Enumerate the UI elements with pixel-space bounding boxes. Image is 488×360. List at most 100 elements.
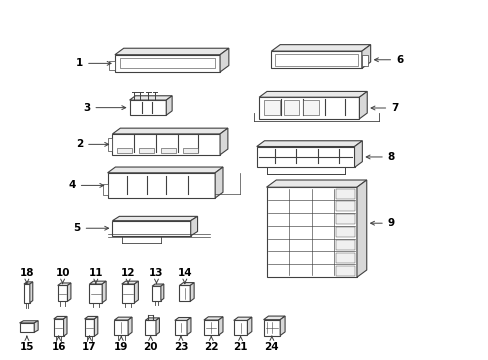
Text: 6: 6 bbox=[374, 55, 403, 65]
Polygon shape bbox=[361, 45, 370, 68]
Text: 19: 19 bbox=[114, 336, 128, 352]
Polygon shape bbox=[175, 320, 186, 335]
Bar bbox=[139, 148, 154, 153]
Polygon shape bbox=[179, 285, 190, 301]
Bar bbox=[117, 148, 132, 153]
Text: 2: 2 bbox=[76, 139, 108, 149]
Polygon shape bbox=[54, 316, 67, 319]
Polygon shape bbox=[102, 184, 107, 195]
Text: 10: 10 bbox=[55, 268, 70, 284]
Bar bbox=[336, 253, 354, 263]
Text: 1: 1 bbox=[76, 58, 111, 68]
Polygon shape bbox=[166, 96, 172, 115]
Polygon shape bbox=[58, 285, 67, 301]
Polygon shape bbox=[84, 316, 98, 319]
Bar bbox=[264, 100, 279, 115]
Polygon shape bbox=[114, 320, 128, 335]
Polygon shape bbox=[102, 281, 106, 303]
Polygon shape bbox=[263, 316, 285, 320]
Polygon shape bbox=[34, 321, 38, 332]
Polygon shape bbox=[218, 317, 223, 335]
Polygon shape bbox=[259, 91, 366, 97]
Bar bbox=[336, 189, 354, 199]
Bar bbox=[161, 148, 176, 153]
Polygon shape bbox=[24, 284, 30, 303]
Bar bbox=[336, 266, 354, 276]
Polygon shape bbox=[54, 319, 63, 336]
Polygon shape bbox=[152, 286, 161, 301]
Polygon shape bbox=[128, 317, 132, 335]
Polygon shape bbox=[107, 167, 223, 173]
Text: 7: 7 bbox=[370, 103, 398, 113]
Polygon shape bbox=[107, 138, 112, 151]
Text: 9: 9 bbox=[370, 218, 394, 228]
Polygon shape bbox=[30, 282, 33, 303]
Polygon shape bbox=[94, 316, 98, 336]
Polygon shape bbox=[215, 167, 223, 198]
Polygon shape bbox=[114, 317, 132, 320]
Polygon shape bbox=[190, 283, 194, 301]
Polygon shape bbox=[361, 55, 367, 66]
Text: 14: 14 bbox=[177, 268, 192, 284]
Text: 17: 17 bbox=[82, 336, 97, 352]
Polygon shape bbox=[112, 134, 220, 155]
Text: 13: 13 bbox=[149, 268, 163, 284]
Polygon shape bbox=[203, 317, 223, 320]
Polygon shape bbox=[156, 318, 159, 335]
Polygon shape bbox=[233, 317, 251, 320]
Text: 20: 20 bbox=[143, 336, 158, 352]
Polygon shape bbox=[186, 318, 190, 335]
Polygon shape bbox=[58, 283, 71, 285]
Polygon shape bbox=[122, 281, 138, 284]
Bar bbox=[283, 100, 299, 115]
Polygon shape bbox=[24, 282, 33, 284]
Text: 23: 23 bbox=[173, 336, 188, 352]
Polygon shape bbox=[233, 320, 247, 335]
Polygon shape bbox=[112, 221, 190, 236]
Text: 16: 16 bbox=[51, 336, 66, 352]
Polygon shape bbox=[266, 180, 366, 187]
Polygon shape bbox=[190, 216, 197, 236]
Polygon shape bbox=[20, 323, 34, 332]
Polygon shape bbox=[271, 45, 370, 51]
Bar bbox=[336, 214, 354, 224]
Polygon shape bbox=[145, 320, 156, 335]
Polygon shape bbox=[89, 284, 102, 303]
Polygon shape bbox=[175, 318, 190, 320]
Polygon shape bbox=[280, 316, 285, 336]
Polygon shape bbox=[356, 180, 366, 277]
Polygon shape bbox=[67, 283, 71, 301]
Polygon shape bbox=[161, 284, 163, 301]
Polygon shape bbox=[129, 100, 166, 115]
Polygon shape bbox=[271, 51, 361, 68]
Text: 4: 4 bbox=[68, 180, 103, 190]
Polygon shape bbox=[247, 317, 251, 335]
Polygon shape bbox=[263, 320, 280, 336]
Polygon shape bbox=[115, 55, 220, 72]
Text: 8: 8 bbox=[366, 152, 394, 162]
Polygon shape bbox=[115, 48, 228, 55]
Polygon shape bbox=[112, 216, 197, 221]
Polygon shape bbox=[220, 128, 227, 155]
Text: 11: 11 bbox=[88, 268, 103, 284]
Bar bbox=[303, 100, 318, 115]
Text: 18: 18 bbox=[20, 268, 34, 284]
Text: 3: 3 bbox=[83, 103, 125, 113]
Polygon shape bbox=[266, 187, 356, 277]
Text: 12: 12 bbox=[121, 268, 135, 284]
Polygon shape bbox=[63, 316, 67, 336]
Bar bbox=[336, 227, 354, 237]
Polygon shape bbox=[109, 61, 115, 70]
Polygon shape bbox=[359, 91, 366, 119]
Polygon shape bbox=[256, 141, 362, 147]
Polygon shape bbox=[179, 283, 194, 285]
Polygon shape bbox=[354, 141, 362, 167]
Polygon shape bbox=[220, 48, 228, 72]
Polygon shape bbox=[112, 128, 227, 134]
Bar bbox=[183, 148, 198, 153]
Text: 5: 5 bbox=[73, 223, 108, 233]
Polygon shape bbox=[84, 319, 94, 336]
Bar bbox=[336, 202, 354, 211]
Text: 22: 22 bbox=[203, 336, 218, 352]
Polygon shape bbox=[129, 96, 172, 100]
